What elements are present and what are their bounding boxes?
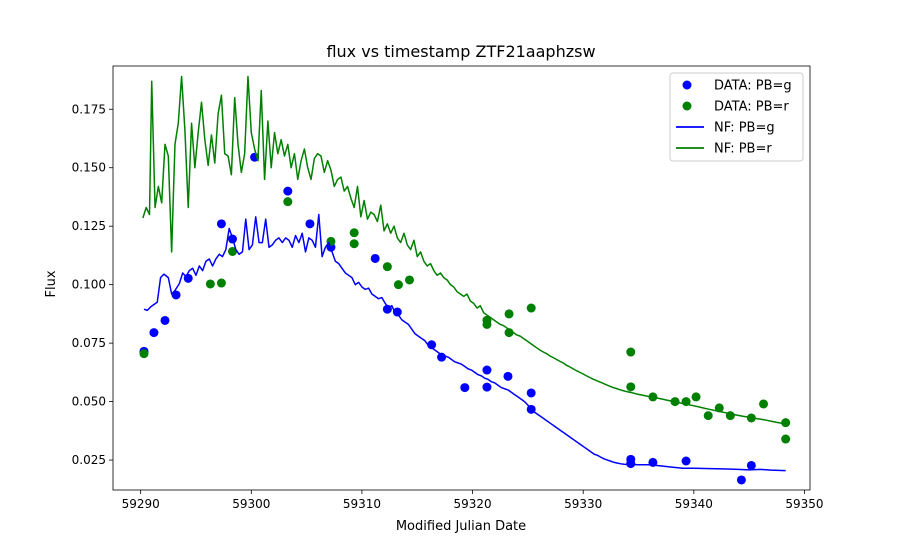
data-point bbox=[691, 392, 701, 402]
data-point bbox=[503, 371, 513, 381]
data-point bbox=[482, 319, 492, 329]
data-point bbox=[370, 253, 380, 263]
legend-marker bbox=[682, 80, 692, 90]
plot-area bbox=[139, 75, 791, 485]
x-tick-label: 59310 bbox=[343, 497, 381, 511]
x-axis-label: Modified Julian Date bbox=[396, 519, 526, 534]
data-point bbox=[736, 475, 746, 485]
legend-label: NF: PB=r bbox=[714, 142, 772, 157]
data-point bbox=[149, 328, 159, 338]
data-point bbox=[382, 262, 392, 272]
data-point bbox=[746, 460, 756, 470]
x-tick-label: 59330 bbox=[564, 497, 602, 511]
data-point bbox=[349, 228, 359, 238]
legend-label: DATA: PB=r bbox=[714, 100, 789, 115]
legend-marker bbox=[682, 101, 692, 111]
data-point bbox=[626, 459, 636, 469]
data-point bbox=[139, 349, 149, 359]
data-point bbox=[526, 303, 536, 313]
data-point bbox=[393, 280, 403, 290]
y-tick-label: 0.150 bbox=[72, 161, 106, 175]
legend-label: DATA: PB=g bbox=[714, 79, 792, 94]
plot-frame bbox=[112, 65, 811, 491]
legend-box bbox=[669, 72, 804, 162]
x-tick-label: 59300 bbox=[232, 497, 270, 511]
data-point bbox=[681, 456, 691, 466]
data-point bbox=[714, 403, 724, 413]
y-tick-label: 0.125 bbox=[72, 219, 106, 233]
y-tick-label: 0.075 bbox=[72, 336, 106, 350]
data-point bbox=[626, 382, 636, 392]
y-tick-label: 0.100 bbox=[72, 278, 106, 292]
data-point bbox=[405, 275, 414, 285]
data-point bbox=[781, 434, 791, 444]
data-point bbox=[205, 279, 215, 289]
data-point bbox=[305, 219, 315, 229]
data-point bbox=[160, 315, 170, 325]
series-line-nf-pb-g bbox=[143, 213, 786, 472]
data-point bbox=[283, 197, 293, 207]
legend-label: NF: PB=g bbox=[714, 121, 775, 136]
x-tick-label: 59320 bbox=[453, 497, 491, 511]
x-tick-label: 59350 bbox=[785, 497, 823, 511]
data-point bbox=[482, 365, 492, 375]
data-point bbox=[703, 411, 713, 421]
data-point bbox=[349, 239, 359, 249]
data-point bbox=[504, 309, 514, 319]
data-point bbox=[392, 307, 402, 317]
data-point bbox=[460, 383, 470, 393]
data-point bbox=[216, 219, 226, 229]
data-point bbox=[216, 278, 226, 288]
data-point bbox=[626, 347, 636, 357]
data-point bbox=[781, 418, 791, 428]
y-tick-label: 0.050 bbox=[72, 395, 106, 409]
y-axis-label: Flux bbox=[44, 270, 59, 297]
data-point bbox=[227, 246, 237, 256]
x-tick-label: 59340 bbox=[675, 497, 713, 511]
data-point bbox=[482, 382, 492, 392]
data-point bbox=[283, 186, 293, 196]
legend: DATA: PB=g DATA: PB=r NF: PB=g NF: PB=r bbox=[669, 72, 804, 162]
y-tick-label: 0.175 bbox=[72, 102, 106, 116]
data-point bbox=[526, 388, 536, 398]
data-point bbox=[759, 399, 769, 409]
series-data-pb-g bbox=[139, 152, 756, 485]
y-tick-label: 0.025 bbox=[72, 453, 106, 467]
chart-title: flux vs timestamp ZTF21aaphzsw bbox=[326, 42, 595, 61]
series-line-nf-pb-r bbox=[142, 75, 786, 425]
x-tick-label: 59290 bbox=[122, 497, 160, 511]
